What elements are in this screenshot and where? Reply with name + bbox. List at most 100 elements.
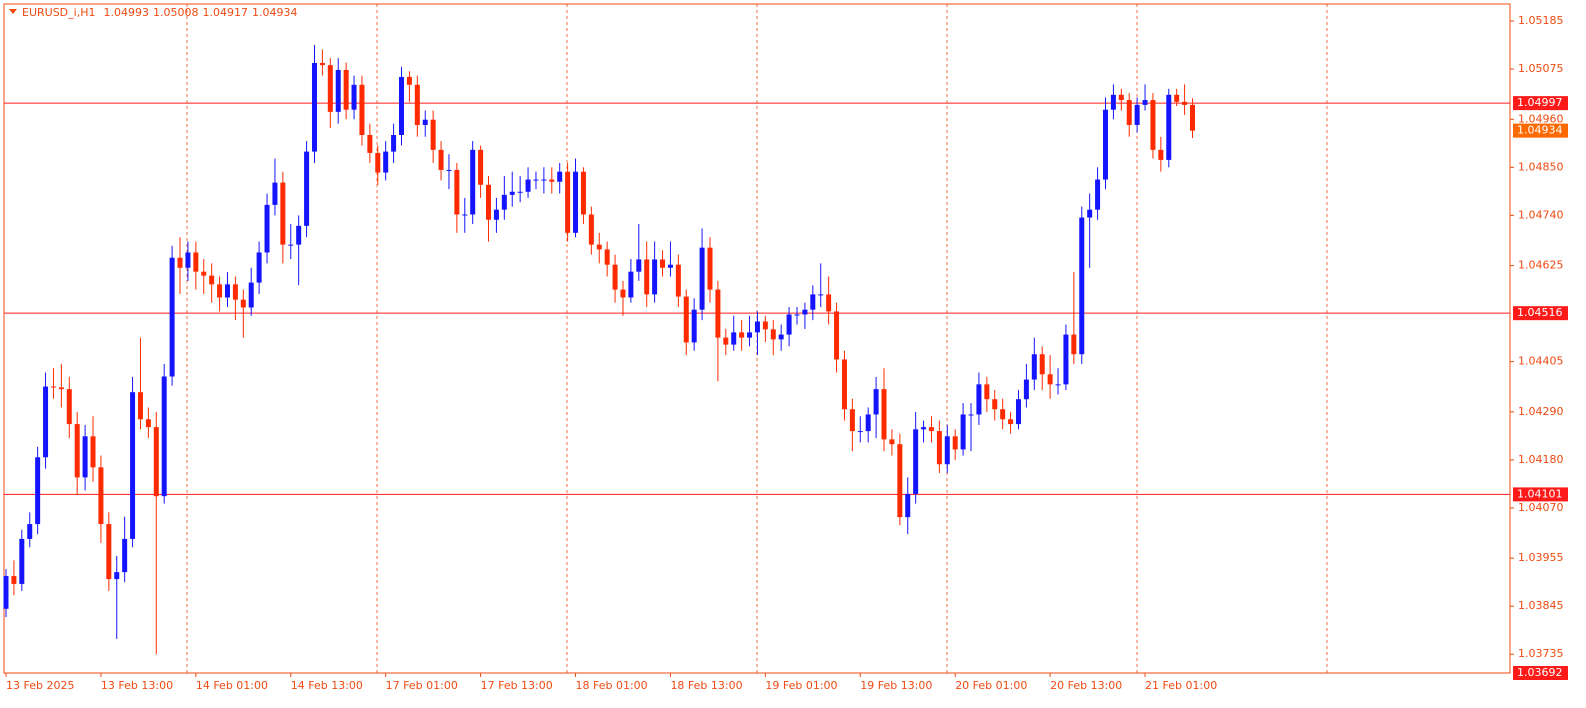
candle-body	[232, 284, 238, 300]
candle-body	[557, 171, 563, 182]
candle-body	[486, 184, 492, 220]
x-tick-label: 20 Feb 13:00	[1050, 679, 1122, 692]
candle-body	[739, 332, 745, 338]
candle-body	[857, 431, 863, 433]
candle-body	[74, 424, 80, 478]
candle-body	[762, 321, 768, 330]
candle-body	[612, 264, 618, 290]
y-tick-label: 1.05075	[1518, 62, 1564, 75]
candle-body	[770, 329, 776, 340]
candle-body	[1095, 179, 1101, 210]
candle-body	[90, 436, 96, 468]
candle-body	[1190, 104, 1195, 131]
candle-body	[1015, 399, 1021, 425]
candle-body	[802, 309, 808, 315]
candle-body	[3, 576, 9, 609]
level-label: 1.04516	[1517, 306, 1563, 319]
candle-body	[430, 119, 436, 150]
close-value: 1.04934	[252, 6, 298, 19]
candle-body	[573, 171, 579, 233]
candle-body	[881, 389, 887, 440]
y-tick-label: 1.04180	[1518, 453, 1564, 466]
candle-body	[509, 191, 515, 195]
candle-body	[50, 386, 56, 388]
candle-body	[311, 62, 317, 152]
candle-body	[1079, 217, 1085, 355]
candle-body	[794, 314, 800, 316]
candle-body	[351, 84, 357, 110]
candle-body	[778, 334, 784, 340]
candle-body	[928, 427, 934, 432]
candle-body	[897, 444, 903, 518]
candle-body	[1110, 94, 1116, 110]
candle-body	[35, 457, 41, 525]
symbol: EURUSD_i,H1	[22, 6, 95, 19]
candle-body	[114, 572, 120, 580]
x-tick-label: 19 Feb 13:00	[860, 679, 932, 692]
candle-body	[549, 179, 555, 182]
candle-body	[675, 264, 681, 297]
candle-body	[644, 259, 650, 295]
candle-body	[1182, 101, 1188, 105]
y-tick-label: 1.03955	[1518, 551, 1564, 564]
candle-body	[240, 299, 246, 308]
bid-label: 1.04934	[1517, 124, 1563, 137]
candle-body	[1063, 334, 1069, 385]
candle-body	[889, 439, 895, 445]
candle-body	[691, 309, 697, 343]
candle-body	[731, 332, 737, 345]
candle-body	[193, 252, 199, 272]
candle-body	[185, 252, 191, 268]
chart-title: EURUSD_i,H1 1.04993 1.05008 1.04917 1.04934	[22, 6, 297, 19]
candle-body	[984, 384, 990, 400]
candle-body	[288, 244, 294, 246]
candle-body	[145, 419, 151, 428]
x-tick-label: 18 Feb 13:00	[670, 679, 742, 692]
candle-body	[1134, 104, 1140, 125]
candle-body	[27, 524, 33, 539]
candle-body	[106, 524, 112, 580]
candle-body	[849, 409, 855, 432]
x-tick-label: 20 Feb 01:00	[955, 679, 1027, 692]
candle-body	[620, 289, 626, 298]
candle-body	[19, 538, 25, 584]
candle-body	[1071, 334, 1077, 355]
candle-body	[375, 152, 381, 173]
candle-body	[905, 493, 911, 518]
candle-body	[667, 264, 673, 268]
candle-body	[454, 169, 460, 215]
x-tick-label: 19 Feb 01:00	[765, 679, 837, 692]
x-tick-label: 13 Feb 2025	[6, 679, 74, 692]
x-tick-label: 17 Feb 01:00	[386, 679, 458, 692]
candle-body	[525, 179, 531, 192]
candle-body	[952, 436, 958, 450]
candle-body	[580, 171, 586, 215]
x-tick-label: 21 Feb 01:00	[1145, 679, 1217, 692]
open-value: 1.04993	[103, 6, 149, 19]
candle-body	[422, 119, 428, 125]
candle-body	[319, 62, 325, 66]
y-tick-label: 1.04960	[1518, 112, 1564, 125]
candle-body	[683, 296, 689, 343]
candle-body	[834, 311, 840, 360]
candle-body	[723, 337, 729, 345]
candle-body	[1126, 100, 1132, 125]
candle-body	[960, 414, 966, 450]
candle-body	[327, 65, 333, 112]
candle-body	[588, 214, 594, 245]
level-label: 1.04997	[1517, 96, 1563, 109]
candle-body	[501, 194, 507, 210]
y-tick-label: 1.04405	[1518, 355, 1564, 368]
candle-body	[541, 179, 547, 181]
candle-body	[153, 427, 159, 497]
candle-body	[707, 247, 713, 290]
candle-body	[296, 225, 302, 245]
candle-body	[944, 436, 950, 465]
candle-body	[810, 294, 816, 310]
candle-body	[383, 151, 389, 173]
candle-body	[82, 436, 88, 478]
candle-body	[130, 392, 136, 539]
candle-body	[391, 135, 397, 152]
